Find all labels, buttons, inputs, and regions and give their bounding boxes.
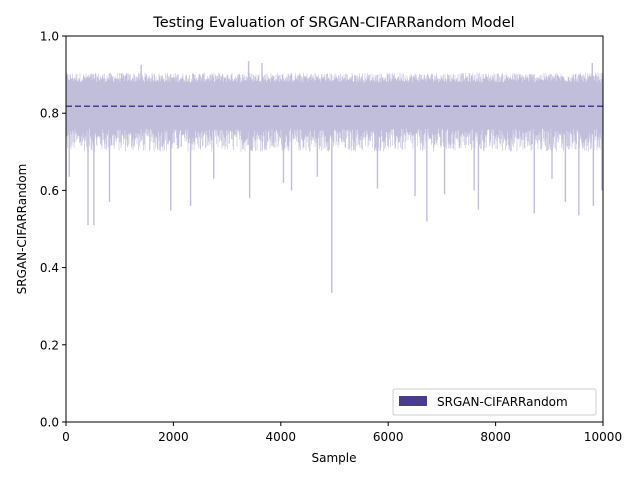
y-tick-label: 1.0	[40, 30, 59, 44]
y-tick-label: 0.6	[40, 184, 59, 198]
legend: SRGAN-CIFARRandom	[392, 388, 597, 416]
plot-frame	[65, 35, 604, 423]
chart-title: Testing Evaluation of SRGAN-CIFARRandom …	[152, 15, 514, 31]
x-axis: 0 2000 4000 6000 8000 10000	[62, 422, 622, 444]
y-tick-label: 0.4	[40, 261, 59, 275]
series-band	[65, 72, 604, 152]
x-tick-label: 6000	[373, 430, 404, 444]
y-tick-label: 0.0	[40, 416, 59, 430]
x-tick-label: 2000	[158, 430, 189, 444]
x-tick-label: 8000	[480, 430, 511, 444]
y-axis: 0.0 0.2 0.4 0.6 0.8 1.0	[40, 30, 66, 430]
plot-area	[65, 61, 604, 293]
legend-label: SRGAN-CIFARRandom	[437, 395, 568, 409]
x-tick-label: 10000	[584, 430, 622, 444]
y-tick-label: 0.2	[40, 338, 59, 352]
legend-frame	[392, 388, 597, 416]
x-axis-label: Sample	[312, 451, 357, 465]
y-tick-label: 0.8	[40, 107, 59, 121]
x-tick-label: 4000	[266, 430, 297, 444]
x-tick-label: 0	[62, 430, 70, 444]
y-axis-label: SRGAN-CIFARRandom	[15, 164, 29, 295]
legend-swatch	[399, 396, 427, 406]
